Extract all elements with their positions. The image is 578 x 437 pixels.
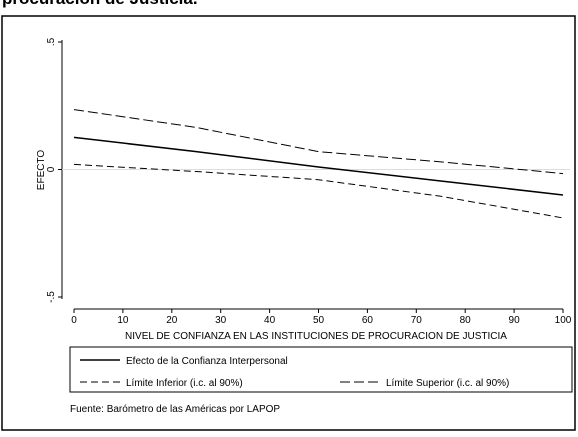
y-tick-label: -.5 [46, 291, 57, 303]
series-line [73, 136, 564, 196]
y-tick-label: .5 [46, 37, 57, 46]
x-tick-label: 40 [264, 315, 276, 326]
x-tick-label: 80 [460, 315, 472, 326]
series-line [73, 109, 564, 175]
x-tick-label: 90 [509, 315, 521, 326]
x-tick-label: 20 [166, 315, 178, 326]
legend-label: Efecto de la Confianza Interpersonal [126, 356, 288, 367]
chart-title: procuración de Justicia. [2, 0, 198, 8]
y-tick-label: 0 [46, 166, 57, 172]
series-line [73, 163, 564, 219]
x-tick-label: 70 [411, 315, 423, 326]
source: Fuente: Barómetro de las Américas por LA… [70, 404, 280, 415]
x-axis-label: NIVEL DE CONFIANZA EN LAS INSTITUCIONES … [125, 331, 507, 342]
x-tick-label: 60 [362, 315, 374, 326]
x-tick-label: 100 [555, 315, 572, 326]
x-tick-label: 50 [313, 315, 325, 326]
x-tick-label: 30 [215, 315, 227, 326]
x-tick-label: 0 [71, 315, 77, 326]
legend-label: Límite Superior (i.c. al 90%) [386, 378, 509, 389]
y-axis-label: EFECTO [36, 150, 47, 191]
frame [1, 15, 576, 431]
x-tick-label: 10 [117, 315, 129, 326]
legend [69, 346, 573, 393]
legend-label: Límite Inferior (i.c. al 90%) [126, 378, 243, 389]
